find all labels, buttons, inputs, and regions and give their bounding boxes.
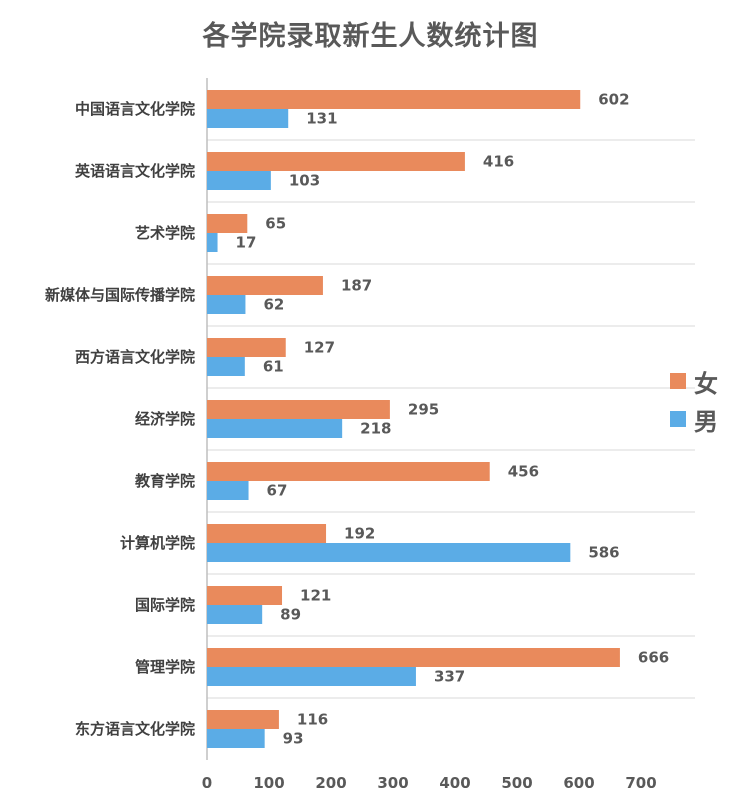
bar-female: [207, 90, 581, 109]
bar-female: [207, 462, 490, 481]
data-label: 67: [267, 482, 288, 500]
data-label: 666: [638, 649, 669, 667]
bar-male: [207, 295, 246, 314]
category-label: 国际学院: [135, 596, 195, 614]
bar-male: [207, 419, 343, 438]
category-label: 中国语言文化学院: [75, 100, 195, 118]
x-tick-label: 300: [377, 774, 408, 792]
data-label: 456: [508, 463, 539, 481]
bar-male: [207, 233, 218, 252]
bar-male: [207, 543, 571, 562]
data-label: 61: [263, 358, 284, 376]
bar-female: [207, 214, 248, 233]
data-label: 586: [588, 544, 619, 562]
legend-label-female: 女: [694, 369, 718, 398]
bar-female: [207, 152, 465, 171]
bar-male: [207, 667, 416, 686]
category-label: 新媒体与国际传播学院: [45, 286, 195, 304]
x-tick-label: 700: [625, 774, 656, 792]
category-label: 教育学院: [134, 472, 195, 490]
bar-female: [207, 276, 323, 295]
category-label: 计算机学院: [120, 534, 195, 552]
x-tick-label: 0: [202, 774, 212, 792]
data-label: 17: [236, 234, 257, 252]
data-label: 121: [300, 587, 331, 605]
bar-male: [207, 605, 263, 624]
legend-item-female: 女: [670, 362, 718, 400]
x-tick-label: 400: [439, 774, 470, 792]
x-tick-label: 100: [253, 774, 284, 792]
data-label: 62: [263, 296, 284, 314]
legend-label-male: 男: [694, 407, 718, 436]
x-tick-label: 200: [315, 774, 346, 792]
data-label: 103: [289, 172, 320, 190]
data-label: 93: [283, 730, 304, 748]
bar-female: [207, 338, 286, 357]
data-label: 89: [280, 606, 301, 624]
legend-swatch-male: [670, 411, 686, 427]
x-tick-label: 500: [501, 774, 532, 792]
category-label: 管理学院: [135, 658, 195, 676]
category-label: 东方语言文化学院: [75, 720, 195, 738]
data-label: 65: [265, 215, 286, 233]
data-label: 416: [483, 153, 514, 171]
bar-male: [207, 109, 289, 128]
bar-female: [207, 710, 279, 729]
legend: 女 男: [670, 362, 718, 438]
data-label: 218: [360, 420, 391, 438]
bar-female: [207, 524, 327, 543]
category-label: 西方语言文化学院: [75, 348, 195, 366]
data-label: 337: [434, 668, 465, 686]
category-label: 经济学院: [135, 410, 195, 428]
bar-male: [207, 171, 271, 190]
legend-item-male: 男: [670, 400, 718, 438]
data-label: 131: [306, 110, 337, 128]
bar-female: [207, 400, 390, 419]
category-label: 英语语言文化学院: [75, 162, 195, 180]
data-label: 602: [598, 91, 629, 109]
bar-female: [207, 586, 283, 605]
data-label: 187: [341, 277, 372, 295]
data-label: 192: [344, 525, 375, 543]
x-tick-label: 600: [563, 774, 594, 792]
data-label: 127: [304, 339, 335, 357]
legend-swatch-female: [670, 373, 686, 389]
chart-title: 各学院录取新生人数统计图: [202, 21, 539, 52]
bar-male: [207, 481, 249, 500]
bar-male: [207, 357, 245, 376]
bar-female: [207, 648, 620, 667]
bar-male: [207, 729, 265, 748]
data-label: 116: [297, 711, 328, 729]
category-label: 艺术学院: [135, 224, 195, 242]
data-label: 295: [408, 401, 439, 419]
